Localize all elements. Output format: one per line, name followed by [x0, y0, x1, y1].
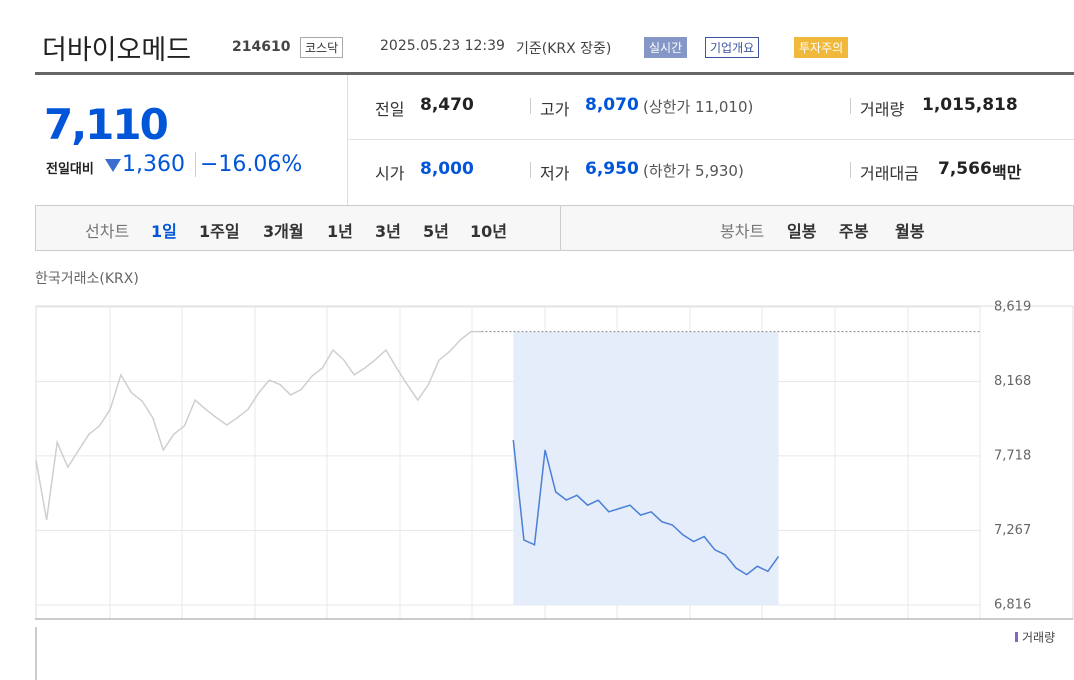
stat-unit: 백만 [992, 163, 1022, 182]
price-box [35, 75, 348, 205]
basis: 기준(KRX 장중) [516, 41, 612, 57]
stock-code: 214610 [232, 39, 291, 55]
tab-bar [35, 205, 1074, 251]
change: 1,360 [122, 152, 185, 177]
stat-value: 1,015,818 [922, 95, 1018, 115]
datetime: 2025.05.23 12:39 [380, 38, 505, 54]
stat-label: 전일 [375, 100, 405, 119]
tab-divider [560, 206, 561, 250]
tab[interactable]: 1주일 [199, 222, 240, 241]
stat-value: 8,000 [420, 159, 474, 179]
cell-sep [850, 162, 851, 178]
company-badge[interactable]: 기업개요 [705, 37, 760, 58]
cell-sep [530, 98, 531, 114]
chart: 거래량 8,619 8,168 7,718 7,267 6,816 [35, 300, 1074, 680]
current-price: 7,110 [44, 100, 169, 149]
tab[interactable]: 월봉 [895, 222, 925, 241]
volume-legend-icon [1015, 632, 1018, 642]
tab[interactable]: 3년 [375, 222, 401, 241]
y-tick-label: 8,168 [994, 374, 1031, 389]
tab[interactable]: 10년 [470, 222, 507, 241]
warning-badge: 투자주의 [794, 37, 849, 58]
row-divider [348, 139, 1074, 140]
cell-sep [850, 98, 851, 114]
y-tick-label: 8,619 [994, 300, 1031, 315]
change-pct: −16.06% [195, 152, 302, 177]
divider [35, 72, 1074, 75]
stat-note: (상한가 11,010) [643, 98, 754, 116]
stat-value: 8,070 [585, 95, 639, 115]
volume-legend: 거래량 [1022, 631, 1055, 645]
tab[interactable]: 주봉 [839, 222, 869, 241]
y-tick-label: 7,267 [994, 523, 1031, 538]
source: 한국거래소(KRX) [35, 271, 139, 287]
cell-sep [530, 162, 531, 178]
tab-label: 선차트 [85, 222, 130, 241]
stat-value: 6,950 [585, 159, 639, 179]
stat-label: 거래량 [860, 100, 905, 119]
tab[interactable]: 5년 [423, 222, 449, 241]
tab[interactable]: 일봉 [787, 222, 817, 241]
realtime-badge[interactable]: 실시간 [644, 37, 688, 58]
stat-note: (하한가 5,930) [643, 162, 744, 180]
price-line [35, 330, 482, 521]
y-tick-label: 7,718 [994, 448, 1031, 463]
stat-value: 8,470 [420, 95, 474, 115]
stat-value: 7,566 [938, 159, 992, 179]
stat-label: 저가 [540, 164, 570, 183]
tab-label: 봉차트 [720, 222, 765, 241]
tab[interactable]: 3개월 [263, 222, 304, 241]
change-label: 전일대비 [46, 162, 94, 177]
down-icon [105, 159, 121, 172]
today-shade [513, 331, 779, 605]
tab[interactable]: 1일 [151, 222, 177, 241]
y-tick-label: 6,816 [994, 598, 1031, 613]
stat-label: 시가 [375, 164, 405, 183]
market-badge: 코스닥 [300, 37, 344, 58]
stat-label: 고가 [540, 100, 570, 119]
price-line [512, 440, 780, 576]
tab[interactable]: 1년 [327, 222, 353, 241]
stat-label: 거래대금 [860, 164, 919, 183]
stock-name: 더바이오메드 [42, 35, 192, 66]
